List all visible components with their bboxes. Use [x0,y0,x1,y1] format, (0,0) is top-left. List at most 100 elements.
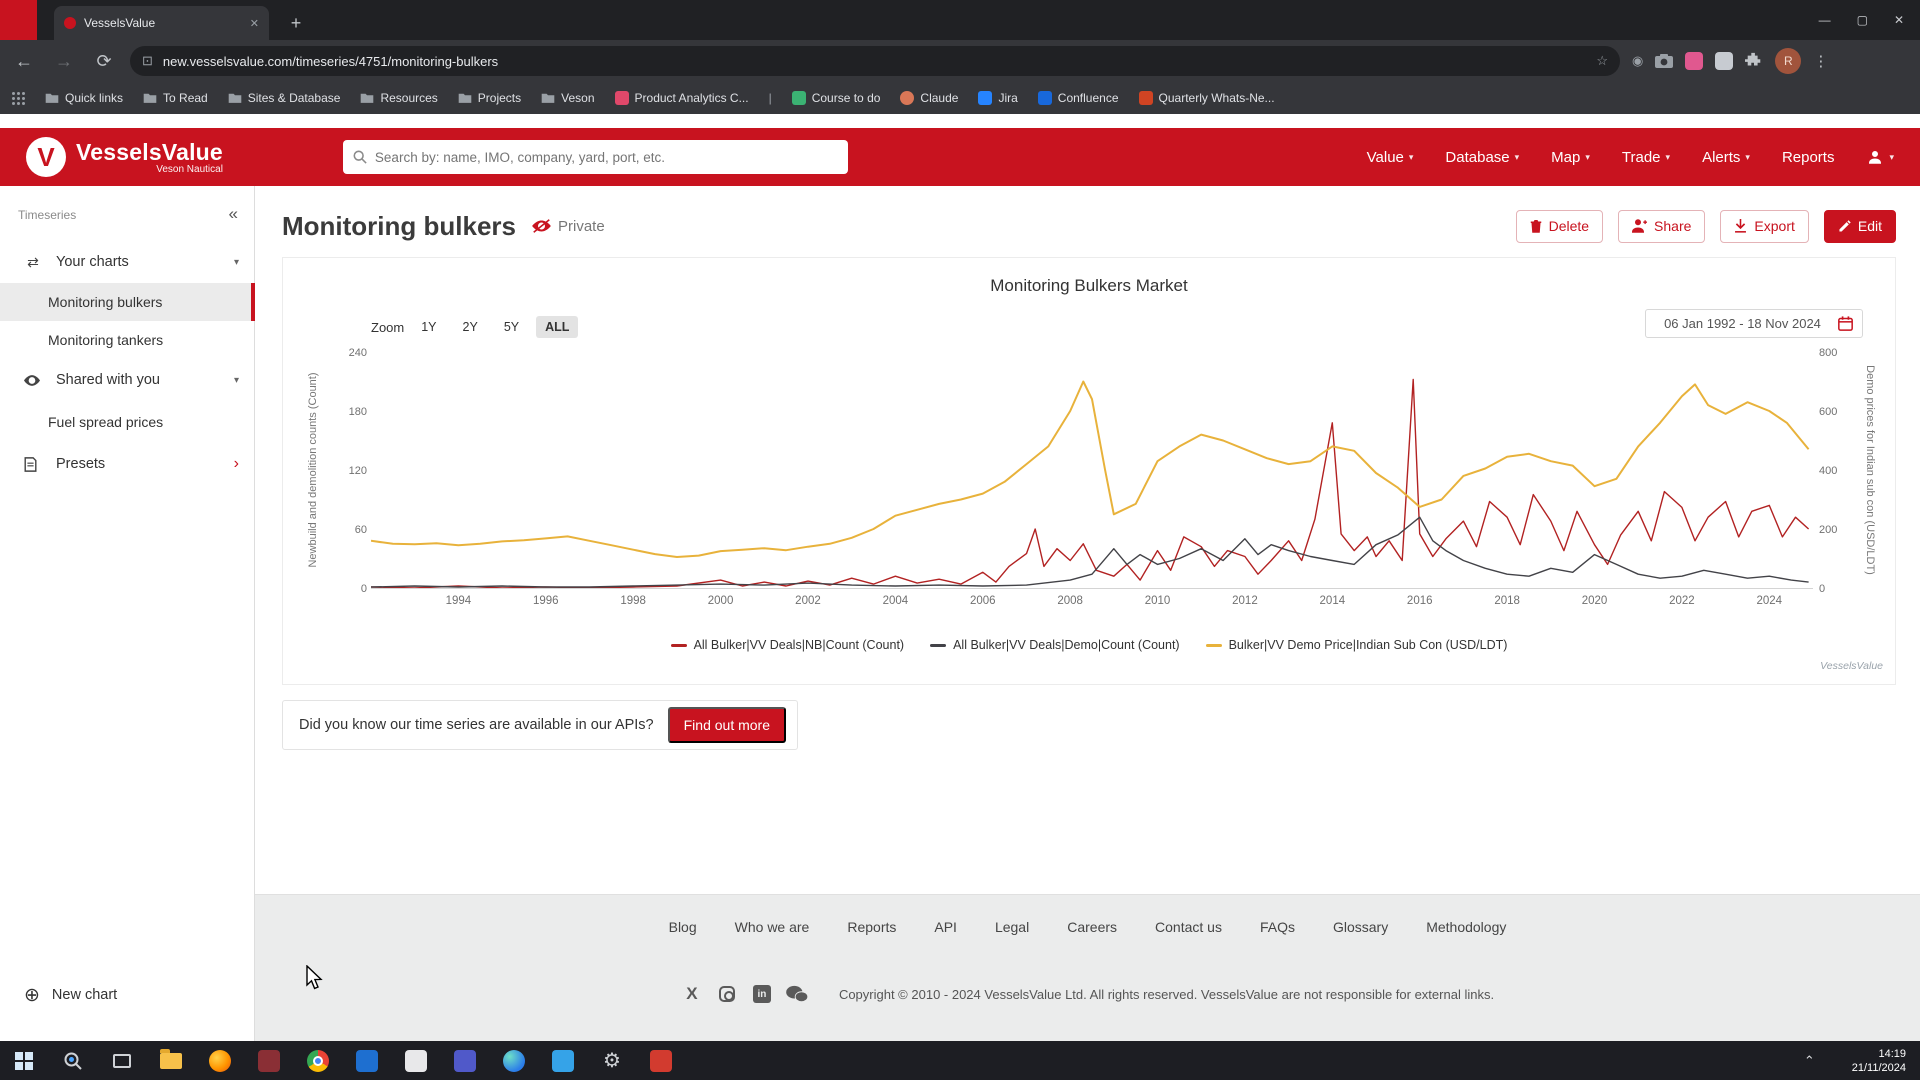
code-app-icon[interactable] [549,1047,577,1075]
back-button[interactable]: ← [15,50,33,71]
site-info-icon[interactable]: ⊡ [142,53,153,68]
notes-app-icon[interactable] [402,1047,430,1075]
bookmark-folder[interactable]: Resources [360,91,438,105]
right-axis-ticks: 0 200 400 600 800 [1819,347,1838,595]
bookmark-link[interactable]: Course to do [791,91,880,105]
share-button[interactable]: Share [1618,209,1706,243]
settings-icon[interactable]: ⚙ [603,1050,621,1072]
teams-icon[interactable] [451,1047,479,1075]
taskbar-clock[interactable]: 14:19 21/11/2024 [1851,1047,1906,1074]
nav-account[interactable]: ▾ [1866,148,1894,166]
zoom-controls: Zoom 1Y 2Y 5Y ALL [371,316,579,338]
firefox-icon[interactable] [206,1047,234,1075]
legend-item-price[interactable]: Bulker|VV Demo Price|Indian Sub Con (USD… [1205,638,1507,652]
footer-link-blog[interactable]: Blog [668,919,697,935]
bookmark-link[interactable]: Confluence [1037,91,1119,105]
bookmark-star-icon[interactable]: ☆ [1596,53,1608,68]
chevron-down-icon: ▾ [1665,151,1671,162]
bookmark-folder[interactable]: Projects [458,91,521,105]
chrome-icon[interactable] [304,1047,332,1075]
address-bar[interactable]: ⊡ new.vesselsvalue.com/timeseries/4751/m… [130,46,1620,76]
bookmark-folder[interactable]: Quick links [45,91,123,105]
sidebar-group-presets[interactable]: Presets › [0,446,255,482]
sidebar-item-fuel-spread-prices[interactable]: Fuel spread prices [48,414,164,430]
zoom-2y-button[interactable]: 2Y [462,320,478,334]
tray-expand-icon[interactable]: ⌃ [1803,1052,1815,1068]
x-twitter-icon[interactable]: X [686,984,698,1003]
nav-value[interactable]: Value ▾ [1366,148,1414,166]
sidebar-item-monitoring-tankers[interactable]: Monitoring tankers [48,332,164,348]
tab-close-icon[interactable]: ✕ [249,17,259,30]
new-tab-button[interactable]: + [290,12,302,33]
edit-button[interactable]: Edit [1823,209,1896,243]
sidebar-group-shared[interactable]: Shared with you ▾ [0,362,255,398]
close-button[interactable]: ✕ [1893,13,1904,27]
bookmark-folder[interactable]: To Read [143,91,208,105]
legend-item-nb[interactable]: All Bulker|VV Deals|NB|Count (Count) [670,638,904,652]
sidebar-group-your-charts[interactable]: ⇄ Your charts ▾ [0,244,255,280]
instagram-icon[interactable] [716,983,738,1005]
start-button[interactable] [10,1047,38,1075]
bookmark-folder[interactable]: Veson [541,91,595,105]
site-nav: Value ▾ Database ▾ Map ▾ Trade ▾ Alerts ▾ Rep… [1367,148,1894,166]
browser-tab[interactable]: VesselsValue ✕ [54,6,269,40]
new-chart-button[interactable]: ⊕ New chart [24,984,118,1006]
nav-trade[interactable]: Trade ▾ [1621,148,1671,166]
apps-grid-icon[interactable] [12,91,25,105]
bookmark-favicon [614,91,629,105]
sidebar-item-monitoring-bulkers[interactable]: Monitoring bulkers [0,283,255,321]
extension-gray-icon[interactable] [1715,52,1734,70]
wechat-icon[interactable] [786,983,808,1005]
profile-avatar[interactable]: R [1775,48,1802,74]
bookmark-link[interactable]: Jira [978,91,1018,105]
nav-database[interactable]: Database ▾ [1445,148,1520,166]
legend-item-demo[interactable]: All Bulker|VV Deals|Demo|Count (Count) [930,638,1180,652]
footer-link-legal[interactable]: Legal [994,919,1030,935]
bookmark-link[interactable]: Quarterly Whats-Ne... [1138,91,1275,105]
edge-icon[interactable] [500,1047,528,1075]
search-input[interactable] [374,149,838,165]
date-range-picker[interactable]: 06 Jan 1992 - 18 Nov 2024 [1645,309,1863,338]
footer-link-methodology[interactable]: Methodology [1426,919,1507,935]
footer-link-faqs[interactable]: FAQs [1259,919,1295,935]
nav-map[interactable]: Map ▾ [1551,148,1590,166]
app-icon-maroon[interactable] [255,1047,283,1075]
zoom-all-button[interactable]: ALL [536,316,579,338]
brand-text[interactable]: VesselsValue Veson Nautical [76,138,223,175]
bookmark-link[interactable]: Product Analytics C... [614,91,749,105]
delete-button[interactable]: Delete [1515,209,1604,243]
nav-reports[interactable]: Reports [1781,148,1835,166]
footer-link-reports[interactable]: Reports [847,919,897,935]
footer-link-who-we-are[interactable]: Who we are [734,919,810,935]
minimize-button[interactable]: — [1818,13,1831,27]
zoom-5y-button[interactable]: 5Y [503,320,520,334]
nav-alerts[interactable]: Alerts ▾ [1702,148,1750,166]
site-search[interactable] [342,140,848,174]
outlook-icon[interactable] [353,1047,381,1075]
file-explorer-icon[interactable] [157,1047,185,1075]
export-button[interactable]: Export [1720,209,1809,243]
camera-icon[interactable] [1655,54,1674,68]
extension-pink-icon[interactable] [1685,52,1704,70]
sidebar-collapse-icon[interactable]: « [228,204,238,223]
footer-link-careers[interactable]: Careers [1067,919,1118,935]
extensions-puzzle-icon[interactable] [1745,52,1763,70]
location-icon[interactable]: ◉ [1632,53,1644,68]
taskbar-search-button[interactable] [59,1047,87,1075]
bookmark-folder[interactable]: Sites & Database [228,91,340,105]
footer-link-api[interactable]: API [934,919,957,935]
forward-button[interactable]: → [55,50,73,71]
linkedin-icon[interactable]: in [751,983,773,1005]
chart-plot[interactable] [370,352,1813,589]
task-view-button[interactable] [108,1047,136,1075]
red-app-icon[interactable] [647,1047,675,1075]
maximize-button[interactable]: ▢ [1856,13,1868,27]
footer-link-contact-us[interactable]: Contact us [1155,919,1222,935]
zoom-1y-button[interactable]: 1Y [421,320,437,334]
browser-menu-icon[interactable]: ⋮ [1813,53,1829,70]
bookmark-link[interactable]: Claude [900,91,958,105]
vesselsvalue-logo[interactable]: V [26,137,66,177]
refresh-button[interactable]: ⟳ [96,50,112,71]
footer-link-glossary[interactable]: Glossary [1332,919,1389,935]
find-out-more-button[interactable]: Find out more [667,707,786,743]
